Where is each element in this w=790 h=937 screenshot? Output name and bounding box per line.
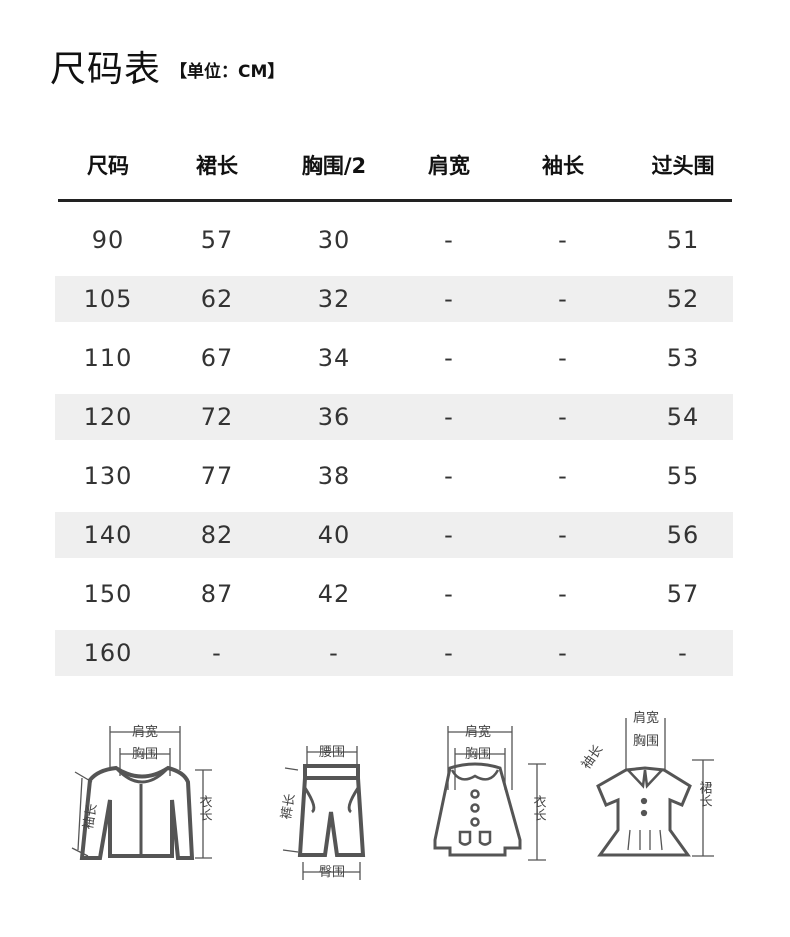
dress-shoulder-label: 肩宽 — [633, 710, 659, 726]
pants-diagram — [282, 746, 366, 880]
table-cell: 32 — [317, 285, 351, 313]
pants-waist-label: 腰围 — [319, 745, 345, 760]
dress-chest-label: 胸围 — [633, 734, 659, 749]
column-header: 袖长 — [542, 154, 584, 178]
table-cell: 52 — [666, 285, 700, 313]
pants-hip-label: 臀围 — [319, 865, 345, 880]
measurement-diagrams: 肩宽 胸围 袖长 衣长 腰围 臀围 裤长 肩宽 胸围 衣长 肩宽 胸围 袖长 裙… — [71, 710, 714, 880]
table-cell: 130 — [83, 462, 133, 490]
table-cell: - — [444, 462, 454, 490]
coat-length-label: 衣长 — [531, 794, 547, 821]
table-cell: - — [558, 226, 568, 254]
table-row-stripe — [55, 512, 733, 558]
table-cell: 105 — [83, 285, 133, 313]
dress-diagram — [596, 718, 714, 857]
table-cell: - — [678, 639, 688, 667]
table-cell: - — [444, 344, 454, 372]
table-cell: 53 — [666, 344, 700, 372]
table-cell: - — [444, 285, 454, 313]
table-cell: - — [212, 639, 222, 667]
column-header: 肩宽 — [428, 154, 470, 178]
pants-length-label: 裤长 — [279, 792, 298, 820]
table-cell: - — [558, 344, 568, 372]
table-cell: - — [558, 285, 568, 313]
table-row-stripe — [55, 276, 733, 322]
table-cell: - — [558, 403, 568, 431]
dress-sleeve-label: 袖长 — [579, 742, 606, 772]
table-cell: 36 — [317, 403, 351, 431]
coat-chest-label: 胸围 — [465, 747, 491, 762]
table-cell: 87 — [200, 580, 234, 608]
coat-shoulder-label: 肩宽 — [465, 724, 491, 740]
table-cell: 82 — [200, 521, 234, 549]
column-header: 胸围/2 — [301, 154, 367, 178]
table-cell: 42 — [317, 580, 351, 608]
table-cell: 67 — [200, 344, 234, 372]
table-cell: 57 — [200, 226, 234, 254]
table-row-stripe — [55, 630, 733, 676]
table-cell: - — [444, 639, 454, 667]
jacket-shoulder-label: 肩宽 — [132, 724, 158, 740]
table-cell: 57 — [666, 580, 700, 608]
table-cell: 51 — [666, 226, 700, 254]
page-title: 尺码表 — [50, 49, 162, 90]
table-cell: 110 — [83, 344, 133, 372]
unit-label: 【单位：CM】 — [170, 62, 285, 82]
table-cell: 30 — [317, 226, 351, 254]
column-header: 过头围 — [651, 154, 715, 178]
table-cell: - — [558, 580, 568, 608]
table-cell: - — [444, 521, 454, 549]
column-header: 裙长 — [196, 154, 238, 178]
column-header: 尺码 — [87, 154, 129, 178]
jacket-sleeve-label: 袖长 — [81, 802, 100, 830]
table-cell: 34 — [317, 344, 351, 372]
table-cell: 62 — [200, 285, 234, 313]
table-cell: - — [444, 403, 454, 431]
table-cell: 90 — [91, 226, 125, 254]
jacket-diagram — [71, 726, 212, 860]
table-cell: 40 — [317, 521, 351, 549]
table-cell: - — [558, 639, 568, 667]
table-cell: 56 — [666, 521, 700, 549]
jacket-length-label: 衣长 — [197, 794, 213, 821]
table-cell: 55 — [666, 462, 700, 490]
table-cell: 38 — [317, 462, 351, 490]
table-cell: - — [558, 521, 568, 549]
table-row-stripe — [55, 394, 733, 440]
table-cell: 54 — [666, 403, 700, 431]
table-cell: 120 — [83, 403, 133, 431]
table-cell: 140 — [83, 521, 133, 549]
table-cell: 77 — [200, 462, 234, 490]
table-cell: - — [444, 580, 454, 608]
table-cell: 160 — [83, 639, 133, 667]
jacket-chest-label: 胸围 — [132, 747, 158, 762]
table-cell: 150 — [83, 580, 133, 608]
header-divider — [58, 199, 732, 202]
dress-length-label: 裙长 — [697, 781, 713, 807]
table-cell: - — [558, 462, 568, 490]
table-cell: - — [444, 226, 454, 254]
coat-diagram — [433, 726, 546, 861]
table-cell: - — [329, 639, 339, 667]
table-cell: 72 — [200, 403, 234, 431]
